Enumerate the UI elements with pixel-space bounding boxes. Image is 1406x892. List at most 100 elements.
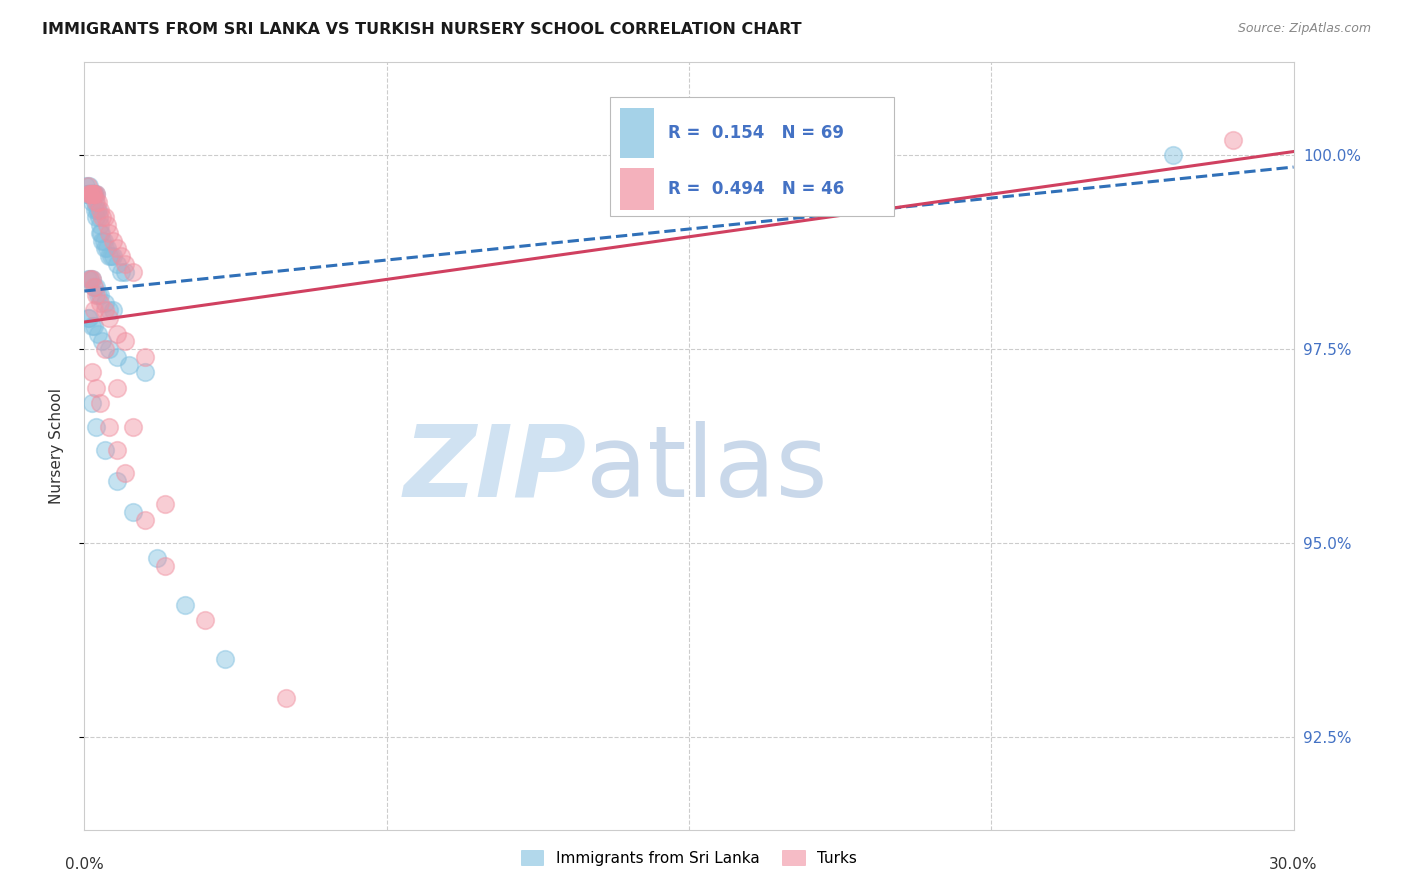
Point bbox=[114, 334, 136, 349]
Point bbox=[93, 303, 115, 318]
Point bbox=[97, 303, 120, 318]
Point bbox=[105, 381, 128, 395]
FancyBboxPatch shape bbox=[620, 168, 654, 210]
Point bbox=[86, 202, 108, 217]
Point bbox=[80, 187, 103, 202]
Text: atlas: atlas bbox=[586, 420, 828, 517]
Text: R =  0.154   N = 69: R = 0.154 N = 69 bbox=[668, 124, 845, 142]
Point bbox=[87, 326, 110, 341]
Point bbox=[97, 419, 120, 434]
Y-axis label: Nursery School: Nursery School bbox=[49, 388, 63, 504]
Point bbox=[134, 513, 156, 527]
Text: 0.0%: 0.0% bbox=[65, 856, 104, 871]
Point bbox=[91, 334, 114, 349]
Point bbox=[97, 342, 120, 356]
Point bbox=[93, 442, 115, 457]
Point bbox=[80, 187, 103, 202]
Point bbox=[89, 288, 111, 302]
Point bbox=[93, 234, 115, 248]
Point bbox=[80, 318, 103, 333]
Point bbox=[89, 295, 111, 310]
Point bbox=[82, 187, 104, 202]
Point bbox=[83, 280, 105, 294]
Point bbox=[83, 187, 105, 202]
Point bbox=[96, 241, 118, 255]
Point bbox=[79, 187, 101, 202]
Point bbox=[82, 187, 104, 202]
Point bbox=[121, 419, 143, 434]
Point bbox=[91, 234, 114, 248]
Point bbox=[105, 241, 128, 255]
Point bbox=[274, 690, 297, 705]
Point bbox=[86, 194, 108, 209]
FancyBboxPatch shape bbox=[620, 109, 654, 158]
Point bbox=[83, 318, 105, 333]
Point bbox=[1222, 133, 1244, 147]
Point bbox=[82, 194, 104, 209]
Point bbox=[118, 358, 141, 372]
FancyBboxPatch shape bbox=[610, 97, 894, 216]
Point bbox=[79, 187, 101, 202]
Point bbox=[86, 280, 108, 294]
Point bbox=[89, 218, 111, 232]
Point bbox=[89, 396, 111, 410]
Point bbox=[105, 442, 128, 457]
Text: Source: ZipAtlas.com: Source: ZipAtlas.com bbox=[1237, 22, 1371, 36]
Point bbox=[87, 211, 110, 225]
Text: R =  0.494   N = 46: R = 0.494 N = 46 bbox=[668, 180, 845, 198]
Point bbox=[114, 466, 136, 480]
Point bbox=[83, 202, 105, 217]
Point bbox=[93, 241, 115, 255]
Point bbox=[82, 272, 104, 286]
Point bbox=[110, 249, 132, 263]
Point bbox=[77, 179, 100, 194]
Point bbox=[77, 179, 100, 194]
Point bbox=[82, 272, 104, 286]
Point bbox=[105, 350, 128, 364]
Point bbox=[87, 288, 110, 302]
Point bbox=[86, 419, 108, 434]
Point bbox=[83, 280, 105, 294]
Point bbox=[83, 187, 105, 202]
Point bbox=[105, 474, 128, 488]
Point bbox=[93, 211, 115, 225]
Point bbox=[214, 652, 236, 666]
Point bbox=[76, 187, 98, 202]
Point bbox=[79, 272, 101, 286]
Point bbox=[82, 187, 104, 202]
Point bbox=[121, 505, 143, 519]
Point bbox=[83, 187, 105, 202]
Point bbox=[96, 218, 118, 232]
Point bbox=[93, 295, 115, 310]
Point bbox=[77, 187, 100, 202]
Point bbox=[77, 311, 100, 326]
Point bbox=[101, 234, 124, 248]
Point bbox=[84, 187, 107, 202]
Point bbox=[82, 365, 104, 379]
Point bbox=[101, 303, 124, 318]
Point bbox=[84, 194, 107, 209]
Point bbox=[153, 559, 176, 574]
Point bbox=[80, 187, 103, 202]
Point bbox=[87, 194, 110, 209]
Point bbox=[82, 187, 104, 202]
Point bbox=[97, 226, 120, 240]
Point bbox=[134, 365, 156, 379]
Point bbox=[84, 187, 107, 202]
Text: IMMIGRANTS FROM SRI LANKA VS TURKISH NURSERY SCHOOL CORRELATION CHART: IMMIGRANTS FROM SRI LANKA VS TURKISH NUR… bbox=[42, 22, 801, 37]
Point bbox=[97, 311, 120, 326]
Point bbox=[114, 265, 136, 279]
Point bbox=[100, 249, 122, 263]
Point bbox=[93, 342, 115, 356]
Point bbox=[83, 303, 105, 318]
Point bbox=[82, 396, 104, 410]
Point bbox=[90, 226, 112, 240]
Point bbox=[146, 551, 169, 566]
Point bbox=[79, 187, 101, 202]
Point bbox=[77, 187, 100, 202]
Point bbox=[1161, 148, 1184, 162]
Point bbox=[79, 187, 101, 202]
Point bbox=[194, 613, 217, 627]
Point bbox=[121, 265, 143, 279]
Point bbox=[77, 187, 100, 202]
